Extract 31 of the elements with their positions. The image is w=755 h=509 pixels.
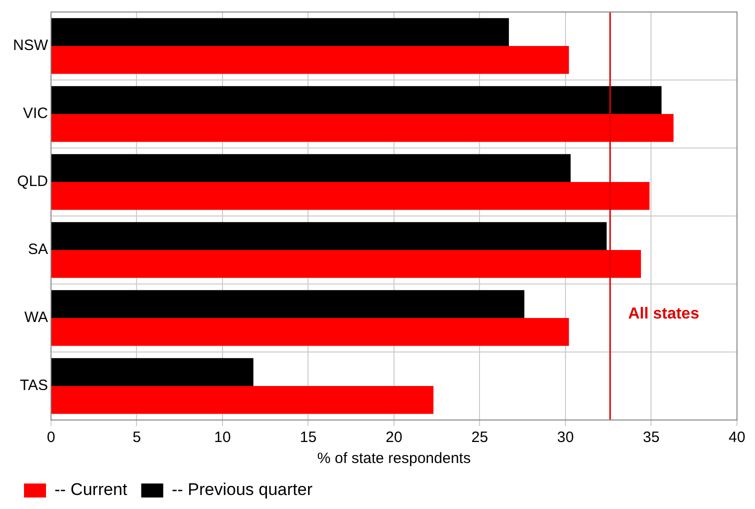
legend-label: -- Current	[54, 480, 128, 500]
x-tick-label: 0	[46, 429, 56, 446]
y-tick-label: NSW	[12, 37, 49, 54]
x-tick-label: 10	[214, 429, 231, 446]
y-tick-label: QLD	[17, 173, 48, 190]
x-tick-label: 35	[642, 429, 660, 446]
bar	[51, 222, 607, 250]
bar	[51, 318, 569, 346]
y-tick-label: SA	[28, 241, 48, 258]
legend-label: -- Previous quarter	[172, 480, 313, 500]
bar	[51, 358, 254, 386]
bar	[51, 154, 571, 182]
x-tick-label: 5	[132, 429, 141, 446]
x-tick-label: 25	[471, 429, 488, 446]
bar	[51, 18, 509, 46]
bar	[51, 182, 650, 210]
x-tick-label: 20	[386, 429, 402, 446]
bar	[51, 114, 674, 142]
x-axis-title: % of state respondents	[317, 450, 471, 468]
bar	[51, 250, 641, 278]
ref-line-label: All states	[628, 305, 700, 322]
bar	[51, 290, 524, 318]
y-tick-label: TAS	[20, 377, 48, 394]
bar	[51, 386, 434, 414]
y-tick-label: VIC	[22, 105, 48, 122]
x-tick-label: 40	[728, 429, 746, 446]
bar	[51, 86, 662, 114]
x-tick-label: 30	[557, 429, 574, 446]
y-tick-label: WA	[24, 309, 48, 326]
bar	[51, 46, 569, 74]
x-tick-label: 15	[300, 429, 317, 446]
